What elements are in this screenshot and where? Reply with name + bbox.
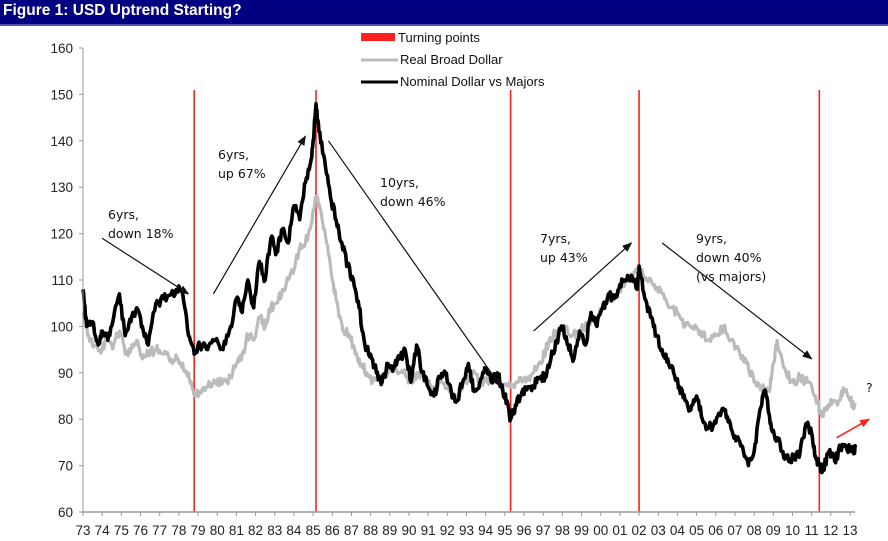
annotation-text: down 40% bbox=[696, 250, 762, 265]
y-tick-label: 100 bbox=[50, 319, 73, 334]
x-tick-label: 08 bbox=[747, 523, 762, 538]
x-tick-label: 91 bbox=[421, 523, 436, 538]
x-tick-label: 82 bbox=[248, 523, 263, 538]
series-real-broad-dollar bbox=[81, 194, 857, 419]
x-tick-label: 89 bbox=[382, 523, 397, 538]
trend-arrow bbox=[533, 242, 633, 332]
annotation-text: down 18% bbox=[108, 226, 174, 241]
annotation-text: 6yrs, bbox=[108, 207, 139, 222]
x-tick-label: 00 bbox=[593, 523, 608, 538]
y-tick-label: 130 bbox=[50, 180, 73, 195]
x-tick-label: 96 bbox=[517, 523, 532, 538]
x-tick-label: 11 bbox=[805, 523, 819, 538]
x-tick-label: 76 bbox=[133, 523, 148, 538]
y-tick-label: 60 bbox=[58, 505, 73, 520]
legend-label-real-broad-dollar: Real Broad Dollar bbox=[400, 52, 503, 67]
y-tick-label: 70 bbox=[58, 459, 73, 474]
x-tick-label: 12 bbox=[823, 523, 838, 538]
forecast-arrow bbox=[836, 418, 871, 439]
annotation-text: ? bbox=[866, 380, 873, 395]
x-tick-label: 06 bbox=[708, 523, 723, 538]
x-tick-label: 93 bbox=[459, 523, 474, 538]
line-real-broad-dollar bbox=[81, 194, 857, 419]
x-tick-label: 87 bbox=[344, 523, 359, 538]
x-tick-label: 09 bbox=[766, 523, 781, 538]
x-tick-label: 83 bbox=[267, 523, 282, 538]
legend-label-nominal-dollar: Nominal Dollar vs Majors bbox=[400, 74, 545, 89]
x-tick-label: 04 bbox=[670, 523, 686, 538]
x-tick-label: 01 bbox=[612, 523, 627, 538]
x-tick-label: 80 bbox=[210, 523, 225, 538]
x-tick-label: 98 bbox=[555, 523, 570, 538]
x-tick-label: 85 bbox=[306, 523, 321, 538]
annotation-text: (vs majors) bbox=[696, 269, 766, 284]
x-tick-label: 86 bbox=[325, 523, 340, 538]
x-tick-label: 79 bbox=[191, 523, 206, 538]
x-tick-label: 74 bbox=[95, 523, 111, 538]
y-tick-label: 150 bbox=[50, 87, 73, 102]
x-tick-label: 13 bbox=[842, 523, 857, 538]
annotations: 6yrs, down 18% 6yrs, up 67% 10yrs, down 46% 7y… bbox=[101, 135, 873, 439]
x-tick-label: 92 bbox=[440, 523, 455, 538]
x-tick-label: 88 bbox=[363, 523, 378, 538]
x-tick-label: 97 bbox=[536, 523, 551, 538]
annotation-text: 9yrs, bbox=[696, 231, 727, 246]
x-tick-label: 73 bbox=[75, 523, 90, 538]
x-tick-label: 81 bbox=[229, 523, 244, 538]
trend-arrow bbox=[327, 140, 502, 388]
y-tick-label: 120 bbox=[50, 227, 73, 242]
annotation-text: down 46% bbox=[380, 194, 446, 209]
x-tick-label: 75 bbox=[114, 523, 129, 538]
legend: Turning points Real Broad Dollar Nominal… bbox=[361, 30, 545, 89]
x-tick-label: 84 bbox=[286, 523, 302, 538]
y-tick-label: 90 bbox=[58, 366, 73, 381]
x-tick-label: 99 bbox=[574, 523, 589, 538]
annotation-text: 7yrs, bbox=[540, 231, 571, 246]
trend-arrow bbox=[661, 242, 813, 360]
x-tick-label: 94 bbox=[478, 523, 494, 538]
x-tick-label: 05 bbox=[689, 523, 704, 538]
annotation-text: up 67% bbox=[218, 166, 266, 181]
x-tick-label: 10 bbox=[785, 523, 800, 538]
annotation-text: up 43% bbox=[540, 250, 588, 265]
x-tick-label: 02 bbox=[632, 523, 647, 538]
title-bar: Figure 1: USD Uptrend Starting? bbox=[0, 0, 888, 26]
y-tick-label: 110 bbox=[51, 273, 73, 288]
trend-arrow bbox=[212, 135, 306, 295]
y-tick-label: 160 bbox=[50, 41, 73, 56]
chart-title: Figure 1: USD Uptrend Starting? bbox=[3, 2, 242, 19]
x-tick-label: 07 bbox=[727, 523, 742, 538]
x-tick-label: 95 bbox=[497, 523, 512, 538]
line-nominal-dollar bbox=[81, 101, 858, 475]
legend-swatch-turning-points bbox=[361, 33, 395, 41]
y-tick-label: 140 bbox=[50, 134, 73, 149]
x-tick-label: 77 bbox=[152, 523, 167, 538]
x-tick-label: 90 bbox=[401, 523, 416, 538]
axes: 60 70 80 90 100 110 120 130 140 150 160 73 74 75 76 77 7… bbox=[50, 41, 857, 538]
annotation-text: 6yrs, bbox=[218, 147, 249, 162]
annotation-text: 10yrs, bbox=[380, 175, 419, 190]
legend-label-turning-points: Turning points bbox=[398, 30, 480, 45]
trend-arrow bbox=[101, 237, 190, 295]
x-tick-label: 03 bbox=[651, 523, 666, 538]
series-nominal-dollar-vs-majors bbox=[81, 101, 858, 475]
y-tick-label: 80 bbox=[58, 412, 73, 427]
x-tick-label: 78 bbox=[171, 523, 186, 538]
turning-point-lines bbox=[193, 90, 821, 512]
